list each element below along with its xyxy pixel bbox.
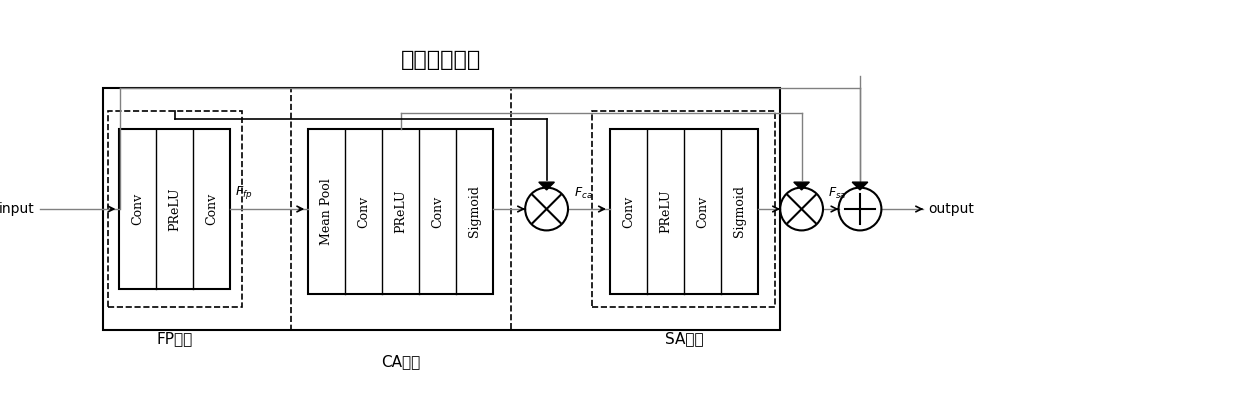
Text: FP单元: FP单元 (156, 331, 193, 346)
Polygon shape (852, 182, 867, 190)
Bar (291, 88, 510, 330)
Text: Conv: Conv (357, 195, 370, 227)
Text: Mean Pool: Mean Pool (320, 178, 333, 245)
Text: output: output (928, 202, 974, 216)
Text: Conv: Conv (206, 193, 218, 225)
Bar (610, 129, 758, 294)
Text: SA单元: SA单元 (664, 331, 704, 346)
Text: Conv: Conv (696, 195, 709, 227)
Text: Sigmoid: Sigmoid (468, 186, 481, 237)
Text: PReLU: PReLU (659, 190, 672, 233)
Polygon shape (539, 182, 554, 190)
Bar (119, 129, 230, 289)
Text: 局部跳跃连接: 局部跳跃连接 (401, 50, 482, 70)
Text: $F_{sa}$: $F_{sa}$ (828, 186, 846, 201)
Text: CA单元: CA单元 (380, 354, 420, 370)
Bar (592, 111, 776, 307)
Bar (103, 88, 781, 330)
Text: $F_{ca}$: $F_{ca}$ (574, 186, 592, 201)
Text: Conv: Conv (131, 193, 144, 225)
Text: PReLU: PReLU (169, 187, 181, 231)
Bar (309, 129, 493, 294)
Text: Conv: Conv (622, 195, 634, 227)
Bar (108, 111, 242, 307)
Polygon shape (794, 182, 809, 190)
Text: PReLU: PReLU (394, 190, 408, 233)
Text: Sigmoid: Sigmoid (732, 186, 746, 237)
Text: Conv: Conv (431, 195, 444, 227)
Text: input: input (0, 202, 35, 216)
Text: $F_{fp}$: $F_{fp}$ (235, 184, 253, 201)
